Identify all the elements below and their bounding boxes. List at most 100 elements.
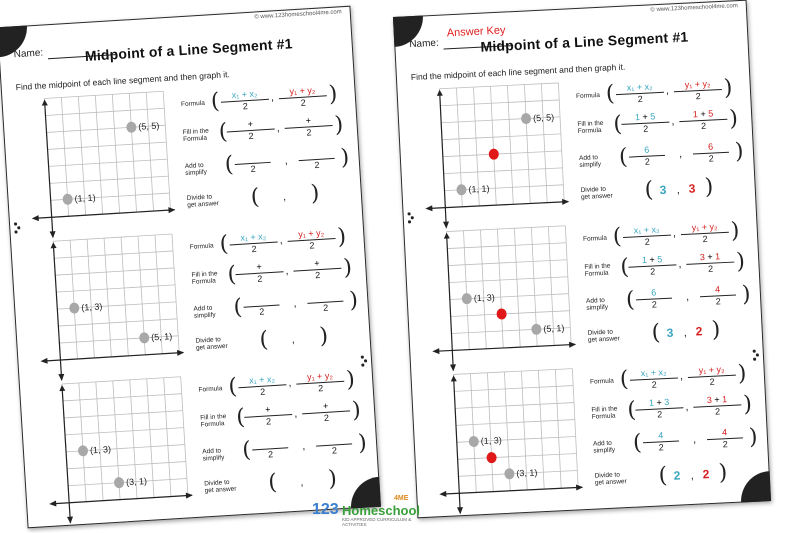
formula-x-fraction-denominator: 2 (251, 243, 257, 255)
close-paren: ) (357, 430, 368, 456)
fraction-term: x₁ + x₂ (640, 367, 667, 379)
close-paren: ) (718, 460, 728, 486)
y-axis-arrow (50, 242, 57, 249)
fraction-term: + (256, 261, 263, 272)
midpoint-dot (486, 452, 497, 464)
fill-y-fraction-denominator: 2 (323, 412, 330, 424)
answer-x: 3 (666, 325, 674, 340)
add-label: Add to simplify (184, 161, 208, 178)
point-1 (461, 293, 472, 305)
grid-line (48, 158, 168, 167)
grid-line (571, 368, 579, 488)
grid-line (58, 318, 178, 327)
fraction-term: + (653, 397, 665, 408)
grid-line (463, 230, 470, 350)
grid-line (145, 92, 154, 212)
open-paren: ( (227, 374, 238, 400)
point-1-label: (1, 3) (81, 301, 103, 312)
add-x-fraction: 2 (251, 435, 289, 461)
work-area: Formula Fill in the Formula Add to simplif… (189, 220, 368, 380)
formula-y-fraction: y₁ + y₂ 2 (278, 83, 327, 110)
close-paren: ) (342, 255, 353, 281)
comma: , (678, 258, 682, 271)
point-2 (504, 468, 515, 480)
grid-line (507, 85, 514, 205)
comma: , (276, 122, 281, 135)
formula-y-fraction-denominator: 2 (709, 376, 715, 387)
x-axis-arrow (425, 205, 433, 212)
comma: , (301, 440, 306, 453)
y-axis-arrow (58, 373, 65, 381)
open-paren: ( (619, 366, 630, 393)
fraction-term: x₁ + x₂ (633, 224, 660, 236)
fill-label: Fill in the Formula (182, 127, 209, 144)
close-paren: ) (348, 287, 359, 314)
grid-line (128, 93, 137, 213)
add-y-fraction: 2 (306, 288, 344, 315)
add-x-fraction: 2 (234, 149, 271, 176)
formula-x-fraction: x₁ + x₂ 2 (237, 372, 287, 399)
formula-x-fraction: x₁ + x₂ 2 (629, 365, 678, 391)
point-2 (531, 323, 542, 335)
work-area: Formula Fill in the Formula Add to simplif… (582, 214, 759, 372)
close-paren: ) (345, 367, 356, 393)
grid-line (95, 381, 104, 501)
grid-line (446, 225, 566, 232)
coordinate-grid: (1, 3) (3, 1) (434, 368, 586, 516)
formula-x-fraction: x₁ + x₂ 2 (622, 222, 671, 249)
close-paren: ) (327, 466, 338, 492)
fraction-term: + (639, 111, 651, 122)
problem-3: (1, 3) (3, 1) Formula Fill in the Formula Ad… (411, 356, 770, 523)
fill-label: Fill in the Formula (191, 270, 218, 286)
add-x-fraction-denominator: 2 (259, 306, 265, 317)
point-2 (126, 121, 137, 133)
close-paren: ) (318, 323, 329, 350)
fraction-term: + (646, 254, 658, 265)
open-paren: ( (241, 437, 252, 464)
add-x-fraction-denominator: 2 (250, 163, 256, 175)
grid-line (162, 91, 171, 211)
comma: , (291, 333, 296, 346)
problem-2: (1, 3) (5, 1) Formula Fill in the Formula Ad… (404, 213, 763, 380)
fill-y-fraction-denominator: 2 (314, 270, 321, 281)
fraction-term: 4 (714, 284, 721, 295)
fraction-term: + (711, 394, 723, 405)
grid-line (163, 377, 172, 497)
x-axis-arrow (569, 341, 577, 348)
grid-line (497, 229, 504, 348)
fraction-term: 6 (650, 287, 657, 298)
point-1-label: (1, 3) (90, 444, 112, 455)
grid-line (448, 259, 568, 266)
comma: , (285, 264, 289, 278)
dot (753, 357, 756, 361)
logo-tagline: KID APPROVED CURRICULUM & ACTIVITIES (342, 517, 412, 527)
x-axis-arrow (49, 500, 57, 507)
logo-numbers: 123 (312, 501, 339, 518)
problem-1: (1, 1) (5, 5) Formula Fill in the Formula Ad… (2, 77, 363, 248)
fraction-term: 4 (721, 427, 728, 438)
formula-x-fraction: x₁ + x₂ 2 (615, 79, 664, 106)
divide-label: Divide to get answer (594, 471, 627, 487)
grid-svg: (1, 3) (5, 1) (432, 225, 577, 372)
grid-line (554, 369, 562, 489)
grid-line (447, 242, 567, 249)
point-2 (114, 477, 125, 489)
grid-line (514, 228, 521, 348)
add-y-fraction-denominator: 2 (322, 302, 329, 313)
y-axis-arrow (49, 231, 56, 239)
grid-svg: (1, 3) (3, 1) (439, 368, 584, 515)
fraction-term: y₁ + y₂ (306, 370, 334, 382)
dot (407, 220, 411, 223)
dot (410, 216, 414, 219)
close-paren: ) (351, 397, 362, 424)
midpoint-dot (496, 308, 507, 320)
y-axis-arrow (436, 89, 443, 96)
answer-y: 2 (702, 467, 710, 482)
close-paren: ) (339, 145, 350, 171)
open-paren: ( (605, 81, 616, 107)
formula-y-fraction-denominator: 2 (695, 91, 701, 102)
add-label: Add to simplify (202, 447, 225, 463)
